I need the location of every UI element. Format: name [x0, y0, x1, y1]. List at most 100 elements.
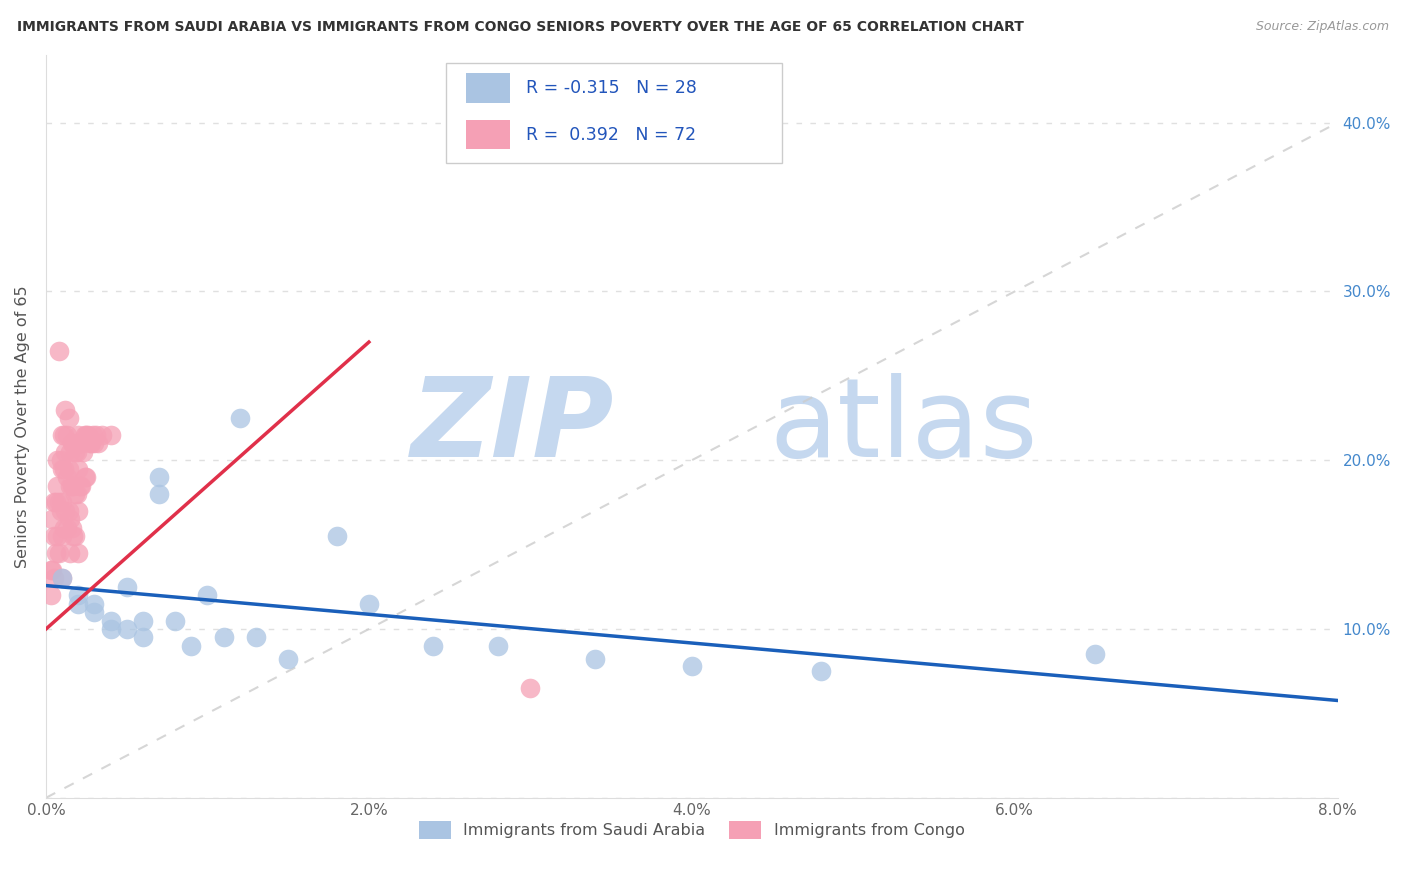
Point [42, 495, 65, 509]
Point [83, 436, 105, 450]
Point [51, 428, 73, 442]
Point [165, 614, 187, 628]
Point [212, 631, 235, 645]
Point [52, 428, 75, 442]
Text: R = -0.315   N = 28: R = -0.315 N = 28 [526, 79, 697, 97]
Point [73, 470, 96, 484]
Point [63, 487, 86, 501]
Point [486, 639, 509, 653]
Point [80, 436, 103, 450]
Point [41, 563, 63, 577]
Point [59, 512, 82, 526]
Point [148, 470, 170, 484]
Point [52, 461, 75, 475]
Point [519, 681, 541, 695]
Point [60, 436, 83, 450]
Point [357, 597, 380, 611]
Point [45, 495, 67, 509]
Point [75, 428, 97, 442]
Point [46, 529, 69, 543]
Point [91, 428, 114, 442]
Point [52, 521, 75, 535]
Text: Source: ZipAtlas.com: Source: ZipAtlas.com [1256, 20, 1389, 33]
Point [62, 436, 84, 450]
Point [42, 571, 65, 585]
Point [69, 478, 91, 492]
Point [42, 529, 65, 543]
Point [100, 622, 122, 636]
Point [39, 563, 62, 577]
Point [66, 444, 89, 458]
Point [58, 461, 80, 475]
Point [79, 436, 101, 450]
Point [63, 529, 86, 543]
Point [86, 436, 108, 450]
Point [46, 478, 69, 492]
Point [51, 495, 73, 509]
Point [810, 664, 832, 678]
Point [100, 428, 122, 442]
FancyBboxPatch shape [465, 73, 510, 103]
Y-axis label: Seniors Poverty Over the Age of 65: Seniors Poverty Over the Age of 65 [15, 285, 30, 568]
Point [132, 631, 155, 645]
Point [66, 487, 89, 501]
Point [148, 487, 170, 501]
Point [84, 428, 107, 442]
Point [53, 402, 76, 417]
Point [51, 529, 73, 543]
Point [197, 588, 219, 602]
Point [325, 529, 347, 543]
Point [45, 546, 67, 560]
Point [53, 444, 76, 458]
Point [51, 461, 73, 475]
Point [70, 478, 93, 492]
Point [82, 428, 104, 442]
Point [62, 478, 84, 492]
Point [72, 444, 94, 458]
Point [48, 495, 70, 509]
Point [60, 478, 83, 492]
Legend: Immigrants from Saudi Arabia, Immigrants from Congo: Immigrants from Saudi Arabia, Immigrants… [412, 814, 972, 846]
Point [132, 614, 155, 628]
Point [681, 659, 703, 673]
Point [56, 470, 79, 484]
Point [67, 428, 90, 442]
Point [277, 652, 299, 666]
Point [422, 639, 444, 653]
FancyBboxPatch shape [465, 120, 510, 150]
Point [67, 546, 90, 560]
Point [46, 453, 69, 467]
Point [63, 444, 86, 458]
Point [56, 428, 79, 442]
Point [51, 571, 73, 585]
Point [245, 631, 267, 645]
Point [115, 622, 138, 636]
Point [67, 504, 90, 518]
Point [60, 521, 83, 535]
Point [62, 529, 84, 543]
Point [75, 470, 97, 484]
Text: R =  0.392   N = 72: R = 0.392 N = 72 [526, 126, 696, 144]
Point [48, 343, 70, 358]
Point [59, 546, 82, 560]
Point [67, 597, 90, 611]
Text: ZIP: ZIP [411, 373, 614, 480]
Point [58, 411, 80, 425]
Point [77, 428, 100, 442]
Point [49, 504, 72, 518]
Point [83, 597, 105, 611]
FancyBboxPatch shape [446, 62, 782, 163]
Point [39, 588, 62, 602]
Point [67, 588, 90, 602]
Point [48, 546, 70, 560]
Point [583, 652, 606, 666]
Point [228, 411, 250, 425]
Point [56, 521, 79, 535]
Point [59, 444, 82, 458]
Point [70, 436, 93, 450]
Point [58, 504, 80, 518]
Point [41, 512, 63, 526]
Point [69, 436, 91, 450]
Point [180, 639, 202, 653]
Point [83, 605, 105, 619]
